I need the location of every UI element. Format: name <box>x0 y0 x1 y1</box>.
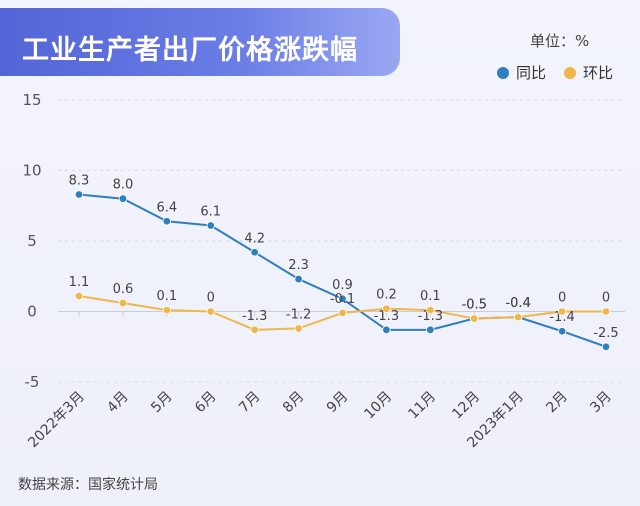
title-banner: 工业生产者出厂价格涨跌幅 <box>0 8 400 76</box>
unit-label: 单位：% <box>530 32 590 50</box>
x-tick-label: 2022年3月 <box>25 389 88 452</box>
x-tick-label: 4月 <box>104 389 132 417</box>
point-yoy <box>338 294 347 304</box>
legend-label-yoy: 同比 <box>516 64 547 82</box>
data-label-yoy: -1.3 <box>374 309 399 324</box>
point-yoy <box>426 325 435 335</box>
point-yoy <box>557 327 567 336</box>
point-mom <box>513 312 523 322</box>
x-tick-label: 2月 <box>543 389 571 417</box>
chart-title: 工业生产者出厂价格涨跌幅 <box>22 35 358 66</box>
x-tick-label: 9月 <box>324 389 352 417</box>
y-tick-label: 15 <box>22 91 41 109</box>
data-label-yoy: 6.1 <box>200 204 221 219</box>
y-tick-label: 10 <box>22 162 41 180</box>
data-label-mom: 0 <box>207 291 215 306</box>
point-yoy <box>162 217 172 226</box>
point-yoy <box>118 194 128 203</box>
point-mom <box>294 324 303 333</box>
point-mom <box>206 307 215 316</box>
y-tick-label: 0 <box>27 303 37 321</box>
data-label-yoy: -1.4 <box>549 310 574 325</box>
legend-marker-yoy <box>497 66 509 79</box>
data-label-mom: -0.5 <box>462 298 487 313</box>
data-label-yoy: 4.2 <box>244 231 265 246</box>
y-tick-label: 5 <box>27 232 37 250</box>
x-tick-label: 7月 <box>236 389 264 417</box>
legend-item-mom: 环比 <box>564 62 613 83</box>
series-line-yoy <box>78 193 607 348</box>
x-tick-label: 3月 <box>587 389 615 417</box>
data-label-yoy: 8.3 <box>69 173 90 188</box>
data-label-yoy: 0.9 <box>332 278 353 293</box>
x-tick-label: 6月 <box>192 389 220 417</box>
point-yoy <box>294 274 303 284</box>
point-mom <box>338 308 347 318</box>
data-label-mom: 0.6 <box>113 282 134 297</box>
point-mom <box>426 305 435 315</box>
data-label-yoy: -0.4 <box>505 296 530 311</box>
x-tick-label: 11月 <box>405 389 439 423</box>
data-label-yoy: 2.3 <box>288 258 309 273</box>
data-label-yoy: -2.5 <box>593 326 618 341</box>
data-label-mom: 0 <box>558 291 566 306</box>
point-mom <box>382 304 391 313</box>
legend-marker-mom <box>564 66 577 79</box>
point-mom <box>118 298 128 308</box>
point-yoy <box>250 248 259 257</box>
point-yoy <box>206 221 215 230</box>
source-note: 数据来源：国家统计局 <box>18 477 158 493</box>
data-label-yoy: -0.5 <box>462 298 487 313</box>
legend: 同比 环比 <box>497 62 613 83</box>
point-mom <box>250 325 259 335</box>
point-yoy <box>382 325 391 335</box>
legend-label-mom: 环比 <box>583 64 614 82</box>
data-label-mom: 0 <box>602 291 610 306</box>
point-yoy <box>601 342 611 351</box>
x-tick-label: 12月 <box>449 389 483 423</box>
point-yoy <box>74 190 84 199</box>
point-mom <box>162 305 172 315</box>
data-label-mom: 0.1 <box>420 289 441 304</box>
legend-item-yoy: 同比 <box>497 62 546 83</box>
x-tick-label: 10月 <box>361 389 395 423</box>
data-label-mom: 1.1 <box>69 275 90 290</box>
point-mom <box>601 307 611 316</box>
y-tick-label: -5 <box>25 373 40 391</box>
data-label-yoy: 8.0 <box>113 178 134 193</box>
point-mom <box>557 307 567 316</box>
data-label-mom: -1.3 <box>242 309 267 324</box>
data-label-mom: -0.4 <box>505 296 530 311</box>
x-tick-label: 8月 <box>280 389 308 417</box>
data-label-mom: 0.2 <box>376 288 397 303</box>
data-label-yoy: 6.4 <box>156 200 177 215</box>
data-label-mom: -0.1 <box>330 292 355 307</box>
point-mom <box>74 291 84 301</box>
data-label-yoy: -1.3 <box>418 309 443 324</box>
data-label-mom: -1.2 <box>286 307 311 322</box>
data-label-mom: 0.1 <box>156 289 177 304</box>
x-tick-label: 5月 <box>148 389 176 417</box>
point-mom <box>470 314 479 323</box>
